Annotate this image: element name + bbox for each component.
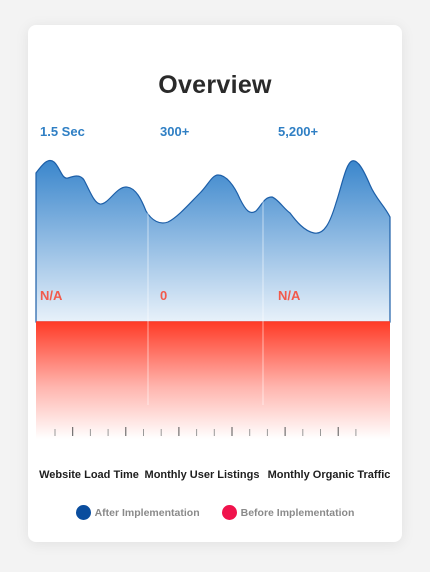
before-value-organic-traffic: N/A (278, 288, 301, 303)
after-value-organic-traffic: 5,200+ (278, 124, 319, 139)
legend-label-before: Before Implementation (240, 506, 355, 519)
legend-item-after[interactable]: After Implementation (75, 505, 200, 520)
category-label-user-listings: Monthly User Listings (144, 469, 260, 481)
after-value-load-time: 1.5 Sec (40, 124, 85, 139)
legend-item-before[interactable]: Before Implementation (221, 505, 355, 520)
chart-title: Overview (158, 71, 272, 99)
before-value-load-time: N/A (40, 288, 63, 303)
category-label-load-time: Website Load Time (39, 469, 139, 481)
category-label-organic-traffic: Monthly Organic Traffic (267, 469, 391, 481)
chart-area (35, 122, 391, 439)
legend-dot-after (75, 505, 91, 520)
legend-label-after: After Implementation (94, 506, 200, 519)
x-ticks (54, 427, 357, 436)
overview-card: Overview 1.5 Sec 300+ 5,200+ N/A 0 N/A W… (28, 25, 402, 542)
before-value-user-listings: 0 (160, 288, 168, 303)
after-area (35, 159, 391, 323)
after-value-user-listings: 300+ (160, 124, 190, 139)
legend-dot-before (221, 505, 237, 520)
before-area (36, 322, 390, 439)
legend: After Implementation Before Implementati… (28, 505, 402, 520)
